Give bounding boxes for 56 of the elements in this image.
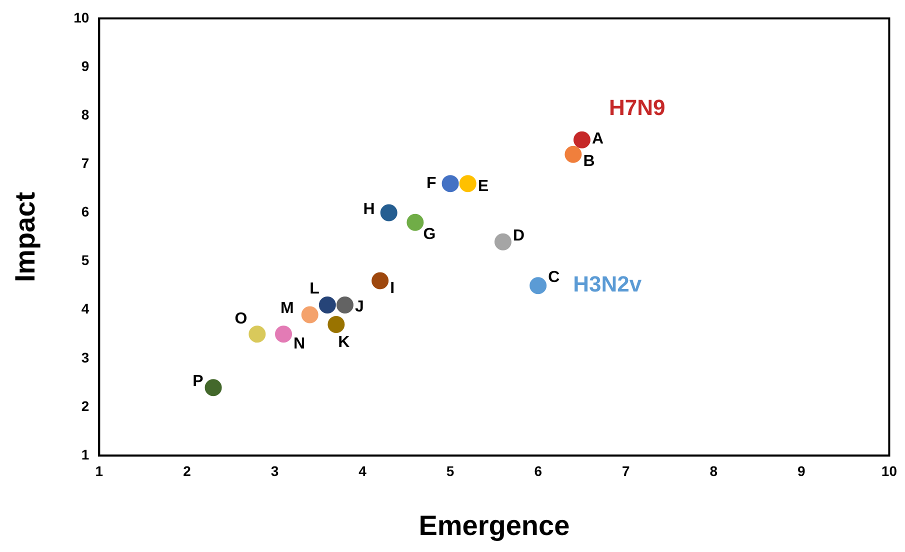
y-tick-label: 3 (81, 349, 90, 366)
x-tick-label: 10 (881, 462, 898, 479)
point (380, 204, 398, 222)
y-tick-label: 1 (81, 446, 90, 462)
point (406, 214, 424, 231)
x-tick-label: 9 (798, 462, 806, 479)
point (564, 146, 582, 163)
point (442, 175, 459, 192)
point (328, 316, 345, 333)
point (459, 175, 476, 192)
x-tick-label: 2 (183, 462, 192, 479)
series-label: J (354, 298, 364, 316)
point (248, 326, 266, 343)
series-label: L (310, 280, 320, 298)
y-tick-label: 7 (81, 154, 90, 171)
y-tick-label: 8 (81, 106, 90, 122)
point (275, 326, 292, 343)
series-label: H (363, 201, 375, 218)
series-label: N (294, 336, 306, 353)
series-label: D (512, 227, 525, 244)
y-tick-label: 4 (81, 300, 90, 317)
point (573, 131, 590, 148)
point (336, 296, 354, 314)
y-tick-label: 5 (81, 252, 90, 268)
x-tick-label: 4 (358, 462, 367, 479)
x-tick-label: 7 (622, 462, 630, 479)
series-label: M (280, 300, 294, 318)
point (372, 272, 389, 290)
x-tick-label: 3 (270, 462, 279, 479)
point (204, 379, 222, 396)
series-label: P (192, 372, 204, 390)
point (494, 233, 512, 250)
series-label: G (423, 226, 436, 243)
y-tick-label: 10 (74, 9, 90, 26)
series-label: A (592, 130, 604, 148)
point (530, 277, 547, 294)
x-tick-label: 1 (95, 462, 104, 479)
series-label: O (234, 310, 248, 328)
annotation: H3N2v (573, 272, 642, 297)
point (318, 296, 336, 314)
y-tick-label: 9 (81, 58, 90, 74)
x-tick-label: 6 (534, 462, 542, 479)
series-label: K (338, 334, 350, 351)
y-axis-title: Impact (10, 192, 41, 282)
x-axis-title: Emergence (418, 510, 570, 541)
series-label: F (426, 174, 437, 192)
annotation: H7N9 (608, 94, 666, 120)
x-tick-label: 8 (710, 462, 718, 479)
y-tick-label: 2 (81, 398, 90, 414)
point (301, 306, 318, 324)
y-tick-label: 6 (81, 204, 90, 220)
x-tick-label: 5 (446, 462, 454, 479)
series-label: C (548, 268, 560, 286)
series-label: I (390, 280, 395, 298)
series-label: B (583, 152, 595, 170)
series-label: E (478, 178, 489, 195)
